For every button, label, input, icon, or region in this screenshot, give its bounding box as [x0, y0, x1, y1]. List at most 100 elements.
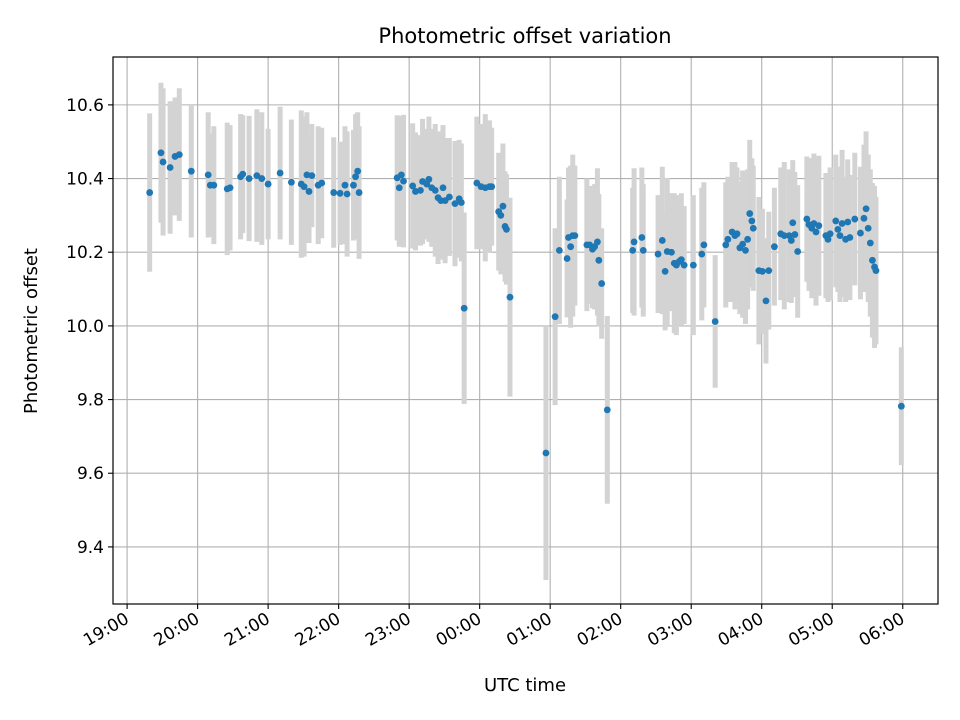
- data-point: [258, 175, 266, 182]
- data-point: [860, 214, 868, 222]
- data-point: [499, 202, 507, 210]
- data-point: [400, 177, 407, 185]
- data-point: [439, 184, 447, 192]
- data-point: [630, 238, 638, 246]
- data-point: [425, 175, 433, 183]
- data-points: [146, 149, 905, 457]
- data-point: [159, 158, 167, 166]
- y-tick-label: 9.8: [77, 391, 104, 411]
- data-point: [724, 235, 732, 243]
- data-point: [497, 211, 505, 219]
- data-point: [834, 225, 842, 233]
- data-point: [780, 232, 788, 240]
- data-point: [318, 179, 326, 187]
- data-point: [762, 297, 770, 305]
- data-point: [350, 181, 357, 189]
- data-point: [287, 178, 295, 186]
- data-point: [744, 235, 752, 243]
- data-point: [836, 232, 844, 240]
- data-point: [305, 188, 313, 195]
- data-point: [264, 180, 272, 188]
- plot-frame: [112, 56, 939, 605]
- data-point: [175, 151, 183, 159]
- data-point: [746, 210, 754, 217]
- data-point: [838, 220, 846, 227]
- data-point: [451, 200, 459, 208]
- data-point: [739, 240, 747, 248]
- data-point: [654, 250, 662, 258]
- data-point: [571, 232, 579, 240]
- data-point: [253, 172, 261, 180]
- data-point: [826, 230, 834, 238]
- data-point: [869, 256, 876, 264]
- data-point: [157, 149, 165, 157]
- data-point: [700, 241, 708, 249]
- data-point: [862, 205, 870, 213]
- data-point: [787, 237, 795, 244]
- y-tick-label: 10.0: [66, 317, 104, 337]
- data-point: [897, 402, 905, 410]
- data-point: [872, 267, 880, 275]
- data-point: [166, 164, 174, 171]
- data-point: [276, 169, 284, 177]
- data-point: [341, 181, 349, 189]
- data-point: [846, 234, 854, 241]
- data-point: [759, 267, 766, 275]
- data-point: [603, 406, 611, 414]
- data-point: [308, 172, 316, 180]
- data-point: [638, 234, 646, 241]
- data-point: [629, 246, 637, 254]
- data-point: [563, 255, 571, 262]
- data-point: [711, 318, 719, 325]
- data-point: [794, 248, 802, 255]
- data-point: [460, 304, 468, 312]
- data-point: [658, 237, 666, 244]
- data-point: [503, 225, 510, 233]
- data-point: [187, 167, 195, 175]
- data-point: [210, 181, 218, 189]
- data-point: [594, 238, 601, 246]
- data-point: [698, 250, 706, 258]
- data-point: [445, 193, 453, 201]
- data-point: [330, 189, 338, 196]
- data-point: [417, 186, 424, 194]
- data-point: [239, 170, 247, 178]
- data-point: [771, 243, 778, 251]
- data-point: [749, 224, 757, 232]
- y-tick-label: 10.6: [66, 96, 104, 116]
- data-point: [851, 215, 859, 223]
- data-point: [343, 190, 351, 198]
- data-point: [226, 184, 234, 192]
- data-point: [668, 248, 675, 256]
- data-point: [639, 246, 647, 254]
- y-tick-label: 9.6: [77, 464, 104, 484]
- data-point: [832, 217, 840, 225]
- data-point: [661, 267, 669, 275]
- data-point: [336, 189, 344, 197]
- data-point: [245, 175, 253, 182]
- data-point: [765, 267, 773, 275]
- y-tick-label: 9.4: [77, 538, 104, 558]
- data-point: [789, 219, 797, 227]
- data-point: [555, 246, 563, 254]
- data-point: [397, 171, 405, 179]
- data-point: [409, 182, 417, 190]
- data-point: [352, 173, 359, 181]
- data-point: [844, 218, 852, 226]
- data-point: [146, 189, 154, 196]
- y-axis-ticks: 9.4 9.6 9.8 10.0 10.2 10.4 10.6: [66, 96, 113, 558]
- data-point: [866, 239, 874, 247]
- data-point: [595, 256, 603, 264]
- data-point: [551, 313, 559, 321]
- data-point: [354, 167, 362, 175]
- data-point: [857, 229, 864, 237]
- data-point: [689, 261, 697, 269]
- data-point: [824, 235, 832, 243]
- data-point: [742, 246, 749, 254]
- data-point: [733, 230, 741, 238]
- data-point: [680, 261, 688, 269]
- data-point: [300, 183, 308, 191]
- y-tick-label: 10.2: [66, 243, 104, 263]
- data-point: [457, 199, 465, 206]
